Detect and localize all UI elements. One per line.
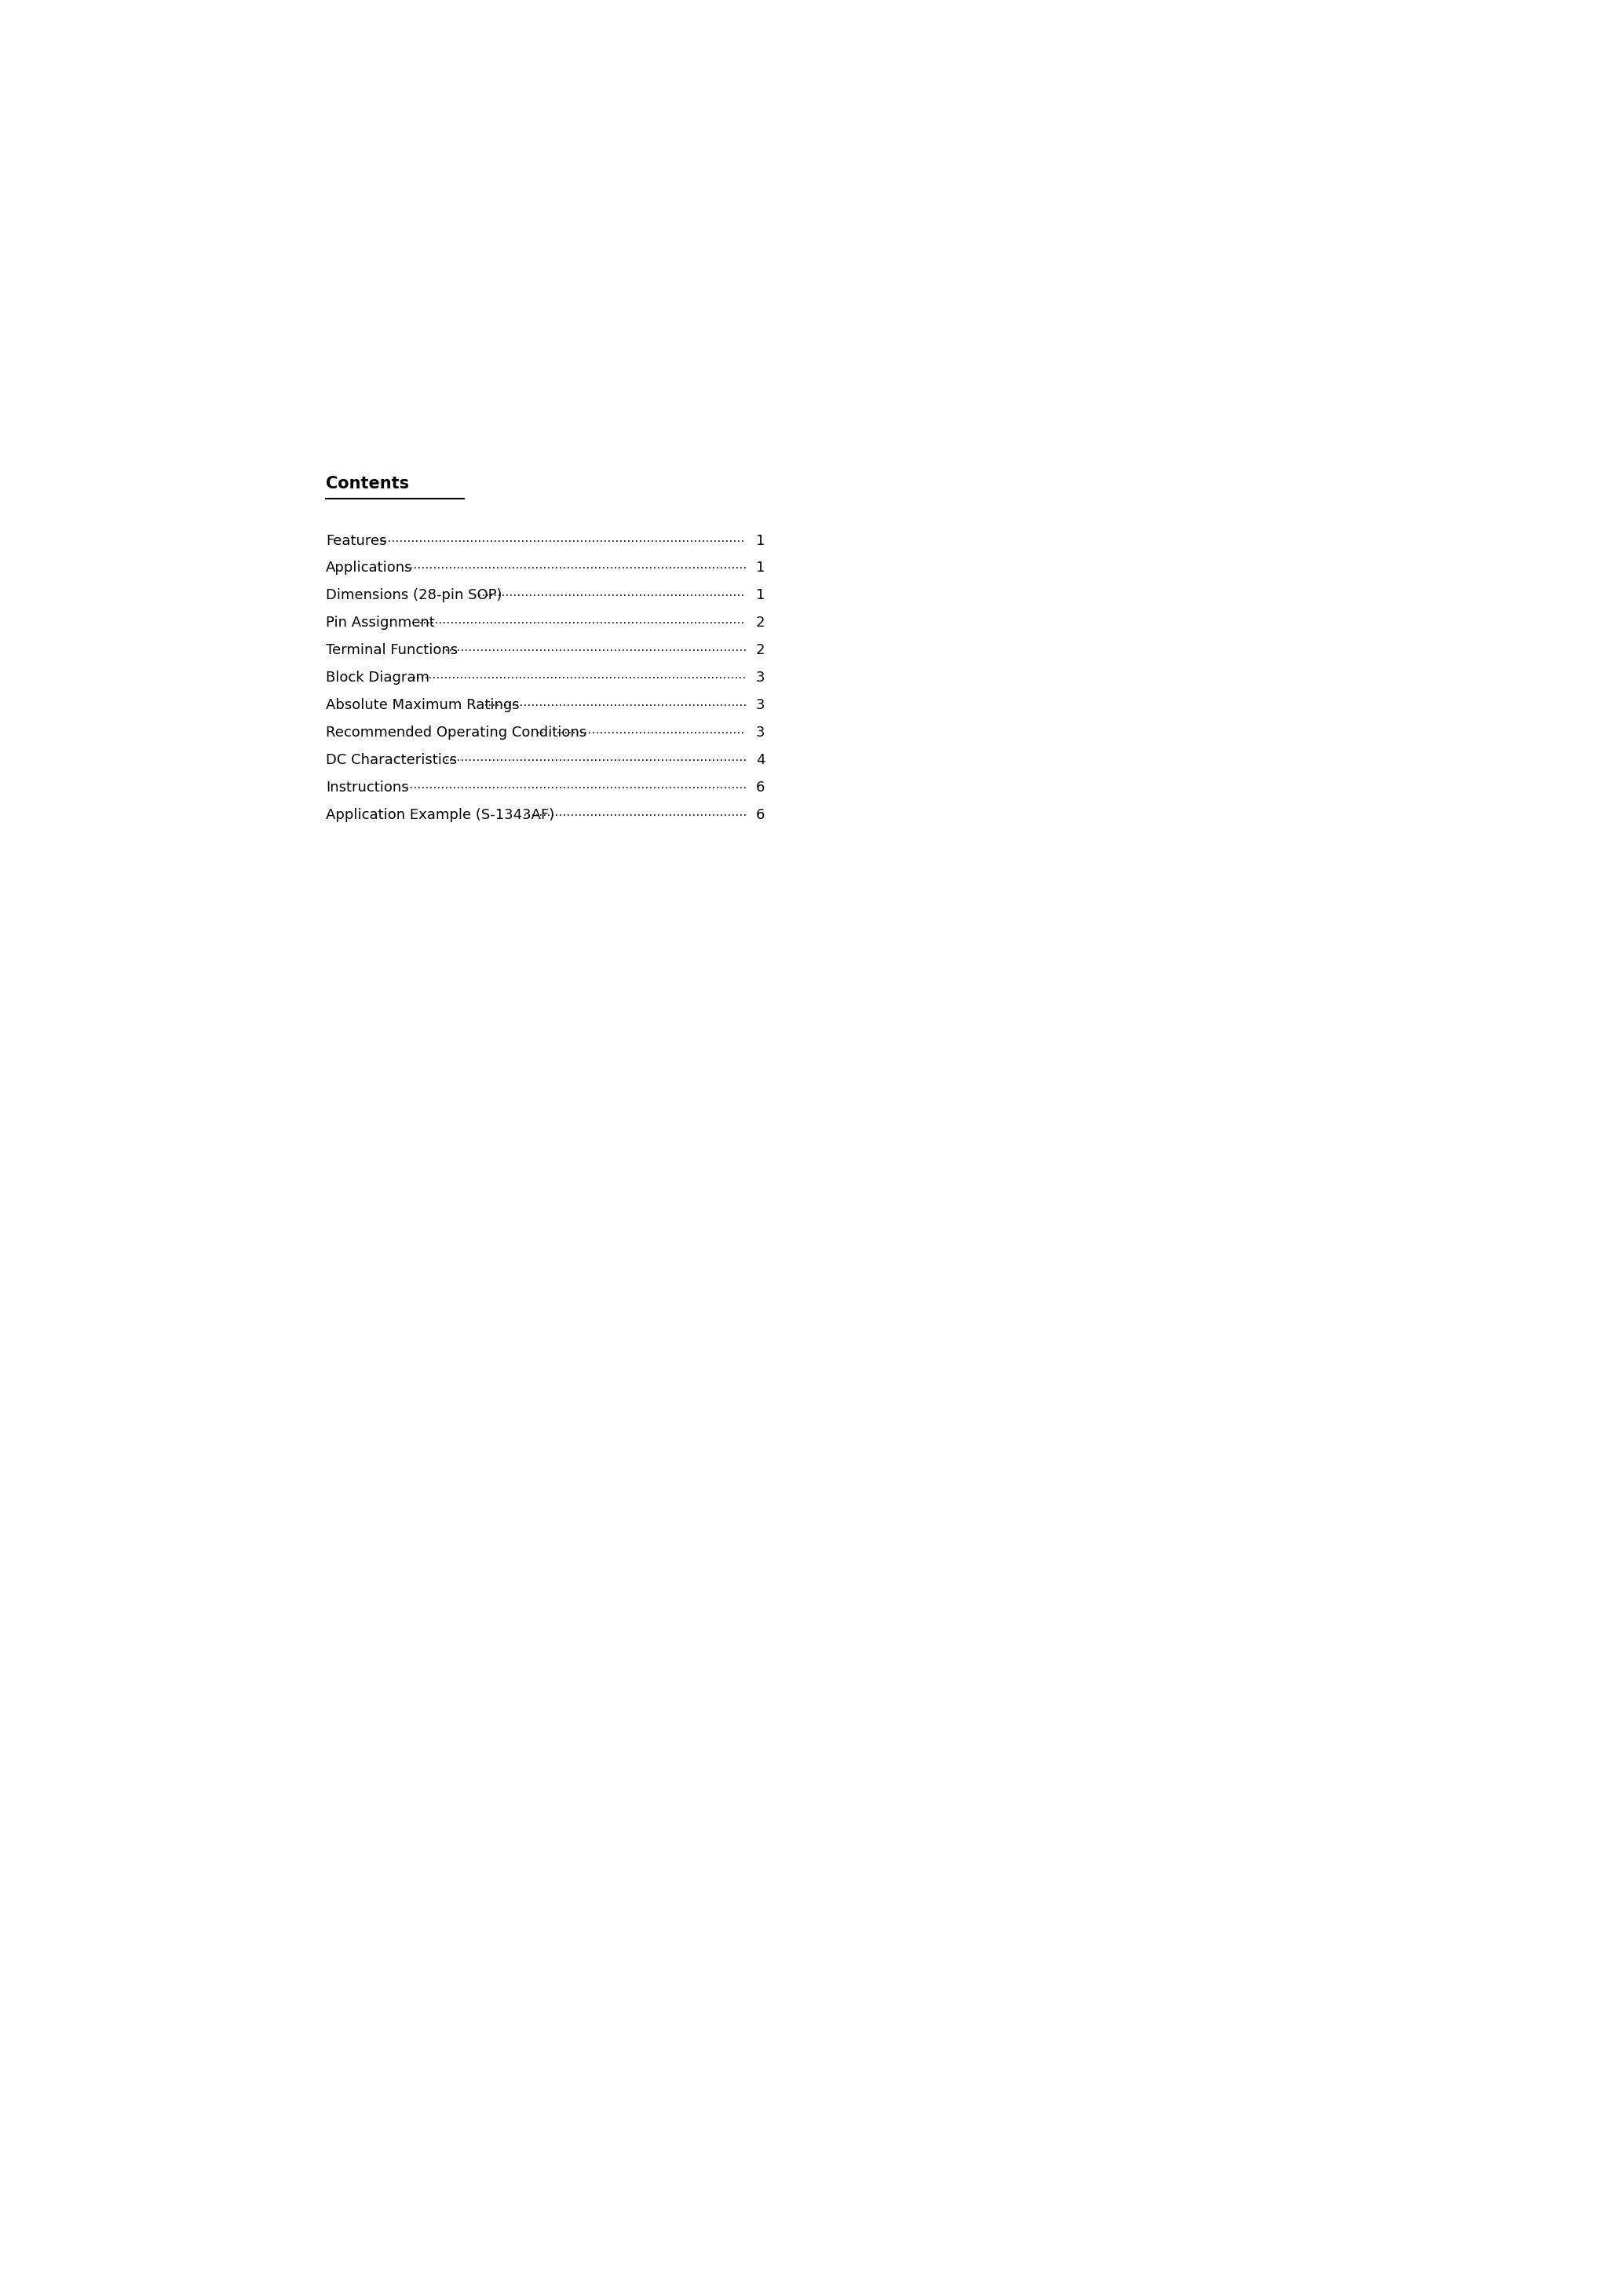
Text: Contents: Contents [326, 475, 409, 491]
Text: 6: 6 [756, 808, 766, 822]
Text: Terminal Functions: Terminal Functions [326, 643, 457, 657]
Text: Absolute Maximum Ratings: Absolute Maximum Ratings [326, 698, 519, 712]
Text: Dimensions (28-pin SOP): Dimensions (28-pin SOP) [326, 588, 503, 602]
Text: 4: 4 [756, 753, 766, 767]
Text: 6: 6 [756, 781, 766, 794]
Text: DC Characteristics: DC Characteristics [326, 753, 457, 767]
Text: Pin Assignment: Pin Assignment [326, 615, 435, 629]
Text: Recommended Operating Conditions: Recommended Operating Conditions [326, 726, 587, 739]
Text: Application Example (S-1343AF): Application Example (S-1343AF) [326, 808, 555, 822]
Text: 1: 1 [756, 560, 766, 576]
Text: 3: 3 [756, 670, 766, 684]
Text: 1: 1 [756, 533, 766, 549]
Text: 2: 2 [756, 643, 766, 657]
Text: 2: 2 [756, 615, 766, 629]
Text: 3: 3 [756, 698, 766, 712]
Text: Block Diagram: Block Diagram [326, 670, 430, 684]
Text: Applications: Applications [326, 560, 412, 576]
Text: Features: Features [326, 533, 386, 549]
Text: 1: 1 [756, 588, 766, 602]
Text: 3: 3 [756, 726, 766, 739]
Text: Instructions: Instructions [326, 781, 409, 794]
